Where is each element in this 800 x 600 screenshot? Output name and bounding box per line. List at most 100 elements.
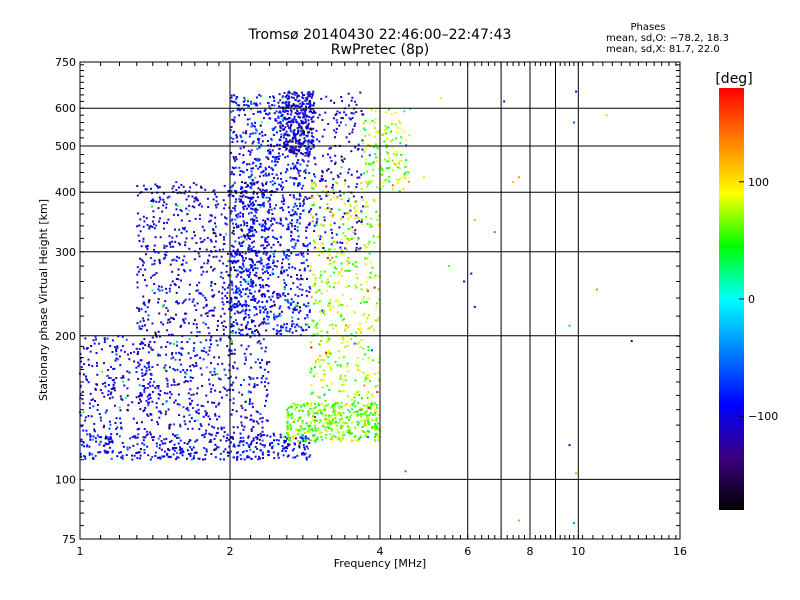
data-point [279, 243, 282, 246]
data-point [232, 207, 235, 209]
data-point [350, 99, 353, 102]
data-point [304, 452, 307, 455]
data-point [372, 174, 375, 177]
data-point [226, 252, 229, 255]
data-point [382, 185, 385, 188]
data-point [88, 402, 91, 405]
data-point [229, 212, 232, 215]
data-point [303, 202, 305, 205]
data-point [313, 102, 316, 105]
data-point [174, 399, 177, 402]
data-point [214, 225, 217, 228]
data-point [80, 360, 82, 363]
data-point [291, 214, 294, 217]
data-point [304, 108, 307, 111]
data-point [298, 99, 301, 102]
data-point [289, 426, 292, 429]
data-point [381, 134, 384, 136]
data-point [355, 286, 358, 289]
data-point [271, 183, 274, 186]
data-point [268, 148, 271, 151]
data-point [265, 329, 268, 332]
data-point [242, 171, 245, 174]
data-point [306, 447, 309, 450]
data-point [126, 409, 129, 412]
data-point [252, 268, 254, 271]
data-point [252, 233, 255, 236]
data-point [240, 415, 243, 418]
data-point [291, 118, 294, 121]
data-point [360, 173, 363, 176]
data-point [297, 325, 300, 328]
data-point [311, 319, 314, 322]
data-point [334, 181, 337, 184]
data-point [289, 439, 292, 442]
data-point [340, 424, 342, 427]
data-point [337, 421, 340, 424]
data-point [365, 417, 368, 420]
data-point [295, 213, 298, 216]
data-point [214, 240, 217, 243]
data-point [258, 305, 261, 308]
data-point [159, 262, 161, 265]
data-point [311, 391, 314, 394]
data-point [239, 302, 242, 305]
data-point [306, 402, 309, 405]
data-point [147, 404, 150, 407]
data-point [180, 231, 183, 234]
data-point [251, 197, 253, 200]
data-point [264, 305, 267, 308]
data-point [251, 132, 254, 135]
data-point [286, 420, 289, 423]
data-point [244, 252, 247, 255]
data-point [352, 439, 354, 442]
data-point [214, 443, 217, 446]
data-point [279, 295, 282, 298]
data-point [80, 425, 83, 428]
data-point [232, 260, 235, 263]
data-point [298, 311, 300, 314]
data-point [307, 410, 310, 413]
data-point [261, 439, 264, 442]
data-point [190, 394, 193, 397]
data-point [140, 340, 143, 343]
data-point [320, 223, 323, 226]
data-point [276, 260, 279, 263]
data-point [264, 295, 266, 298]
data-point [158, 312, 161, 315]
data-point [243, 189, 246, 192]
data-point [249, 175, 252, 178]
data-point [116, 455, 119, 458]
data-point [374, 410, 376, 413]
data-point [235, 166, 238, 169]
data-point [281, 262, 283, 265]
data-point [362, 127, 365, 130]
data-point [253, 181, 256, 184]
data-point [270, 193, 273, 196]
data-point [236, 249, 239, 252]
data-point [366, 185, 369, 188]
data-point [263, 317, 266, 320]
data-point [309, 439, 312, 442]
data-point [141, 375, 144, 377]
data-point [123, 384, 126, 387]
data-point [304, 139, 307, 142]
data-point [295, 406, 298, 409]
data-point [210, 214, 213, 217]
data-point [242, 265, 245, 268]
data-point [314, 424, 317, 427]
data-point [290, 138, 293, 141]
data-point [367, 357, 370, 359]
data-point [315, 439, 317, 441]
data-point [156, 185, 159, 187]
data-point [306, 115, 309, 118]
data-point [349, 204, 352, 207]
data-point [408, 134, 411, 137]
data-point [211, 374, 214, 376]
data-point [294, 146, 297, 149]
data-point [251, 285, 254, 288]
data-point [189, 452, 192, 455]
data-point [367, 276, 369, 279]
data-point [246, 333, 249, 336]
data-point [168, 366, 171, 369]
